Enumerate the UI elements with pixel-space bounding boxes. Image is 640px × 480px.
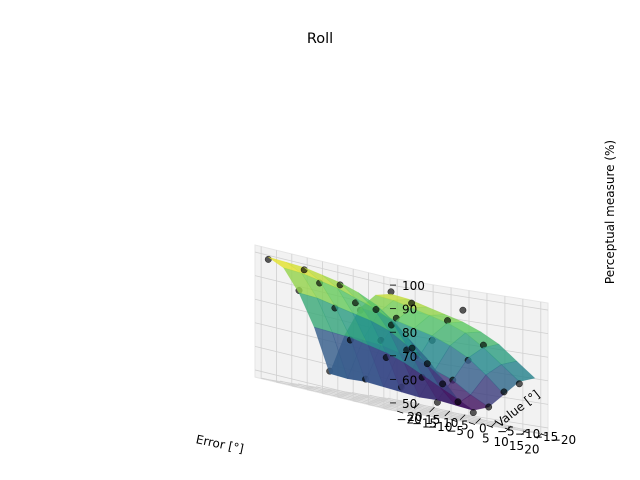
y-tick-label: −10 [515, 427, 540, 441]
y-tick-label: 10 [443, 416, 458, 430]
y-tick-label: 5 [461, 419, 469, 433]
x-tick-label: 10 [494, 435, 509, 449]
z-gridline-side [389, 402, 549, 429]
y-gridline-floor [315, 386, 452, 421]
x-axis-label: Error [°] [195, 432, 245, 456]
y-tick [397, 410, 404, 414]
x-tick-label: −10 [427, 420, 452, 434]
y-tick [504, 427, 512, 431]
x-tick-label: −20 [396, 413, 421, 427]
x-tick-label: −5 [446, 424, 464, 438]
z-tick-label: 100 [402, 279, 425, 293]
y-tick [450, 419, 458, 423]
scatter-point [459, 306, 467, 314]
scatter-point [454, 398, 462, 406]
scatter-point [423, 360, 431, 368]
y-tick-label: 0 [479, 422, 487, 436]
scatter-point [485, 403, 493, 411]
x-tick-label: 20 [524, 443, 539, 457]
scatter-point [500, 388, 508, 396]
chart-title: Roll [307, 31, 333, 47]
y-gridline-floor [297, 383, 434, 418]
x-tick-label: −15 [412, 416, 437, 430]
y-gridline-floor [369, 394, 506, 429]
y-tick-label: 15 [425, 413, 440, 427]
axis-ticks: −20−15−10−5 0 5 10 15 20−20−15−10−50510152050… [390, 279, 576, 457]
scatter-point [372, 306, 380, 313]
scatter-point [408, 344, 416, 352]
y-tick [468, 422, 476, 425]
surface-facet [500, 360, 536, 382]
x-tick-label: 5 [482, 431, 490, 445]
y-gridline-floor [351, 391, 488, 426]
y-tick-label: 20 [407, 410, 422, 424]
x-tick [413, 403, 420, 409]
y-tick [522, 430, 529, 434]
z-tick-label: 70 [402, 350, 417, 364]
z-tick-label: 60 [402, 373, 417, 387]
x-tick-label: 0 [467, 428, 475, 442]
x-tick [490, 421, 497, 428]
x-tick [459, 414, 466, 421]
y-tick [415, 413, 422, 417]
z-axis-label: Perceptual measure (%) [603, 140, 617, 284]
x-tick-label: 15 [509, 439, 524, 453]
surface-mesh [264, 255, 536, 416]
z-gridline-back [254, 369, 391, 404]
z-tick-label: 50 [402, 397, 417, 411]
y-tick-label: −15 [533, 430, 558, 444]
y-tick [432, 416, 440, 420]
scatter-point [515, 380, 523, 388]
y-gridline-floor [387, 397, 523, 432]
scatter-point [408, 299, 415, 307]
scatter-point [439, 380, 446, 388]
z-tick-label: 90 [402, 303, 417, 317]
z-tick-label: 80 [402, 326, 417, 340]
z-gridline-back [254, 251, 391, 286]
y-tick [486, 424, 494, 428]
x-tick [429, 406, 435, 413]
y-gridline-floor [280, 380, 416, 415]
x-tick [444, 410, 451, 417]
z-gridline-side [389, 284, 549, 311]
y-tick [540, 433, 547, 437]
y-tick-label: −5 [497, 424, 515, 438]
scatter-point [469, 409, 477, 416]
x-tick [475, 418, 481, 424]
y-tick-label: −20 [551, 433, 576, 447]
x-tick [505, 425, 512, 432]
y-gridline-floor [262, 377, 398, 412]
x-tick [521, 429, 527, 436]
y-gridline-floor [405, 400, 541, 435]
